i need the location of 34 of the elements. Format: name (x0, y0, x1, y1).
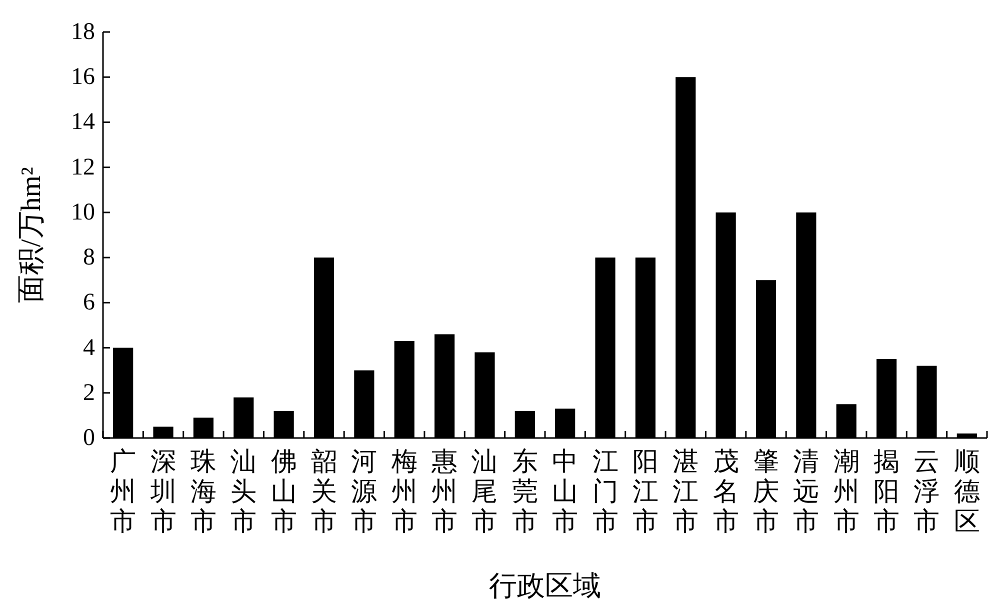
y-tick-label: 16 (71, 64, 95, 90)
x-tick-label: 清远市 (793, 447, 820, 536)
y-tick-label: 18 (71, 19, 95, 45)
y-tick-label: 6 (83, 290, 95, 316)
x-tick-label: 肇庆市 (753, 447, 779, 536)
x-tick-label: 梅州市 (390, 447, 418, 536)
x-tick-label: 中山市 (552, 447, 578, 536)
y-tick-label: 2 (83, 380, 95, 406)
y-tick-label: 8 (83, 244, 95, 271)
x-tick-label: 江门市 (592, 447, 618, 536)
x-tick-label: 深圳市 (149, 447, 176, 536)
y-tick-label: 0 (83, 425, 95, 451)
x-tick-label: 潮州市 (833, 447, 860, 536)
y-tick-label: 12 (71, 154, 95, 180)
x-tick-label: 惠州市 (430, 447, 458, 536)
x-tick-label: 佛山市 (270, 447, 297, 536)
y-tick-label: 14 (71, 109, 95, 136)
x-tick-label: 云浮市 (914, 447, 940, 536)
x-tick-label: 顺德区 (954, 447, 980, 536)
x-tick-label: 汕头市 (230, 447, 257, 536)
y-axis-title: 面积/万hm² (16, 167, 47, 303)
x-tick-label: 湛江市 (672, 447, 699, 536)
x-tick-label: 茂名市 (712, 447, 739, 536)
x-tick-label: 珠海市 (190, 447, 216, 536)
x-tick-label: 韶关市 (311, 447, 337, 536)
y-tick-label: 4 (83, 334, 95, 361)
x-tick-label: 揭阳市 (874, 447, 900, 536)
x-axis-title: 行政区域 (489, 571, 601, 602)
x-tick-label: 汕尾市 (472, 447, 498, 536)
x-tick-label: 广州市 (110, 447, 136, 536)
x-tick-label: 东莞市 (512, 447, 538, 536)
x-tick-label: 河源市 (351, 447, 378, 536)
y-tick-label: 10 (71, 199, 95, 226)
x-tick-label: 阳江市 (632, 447, 658, 536)
